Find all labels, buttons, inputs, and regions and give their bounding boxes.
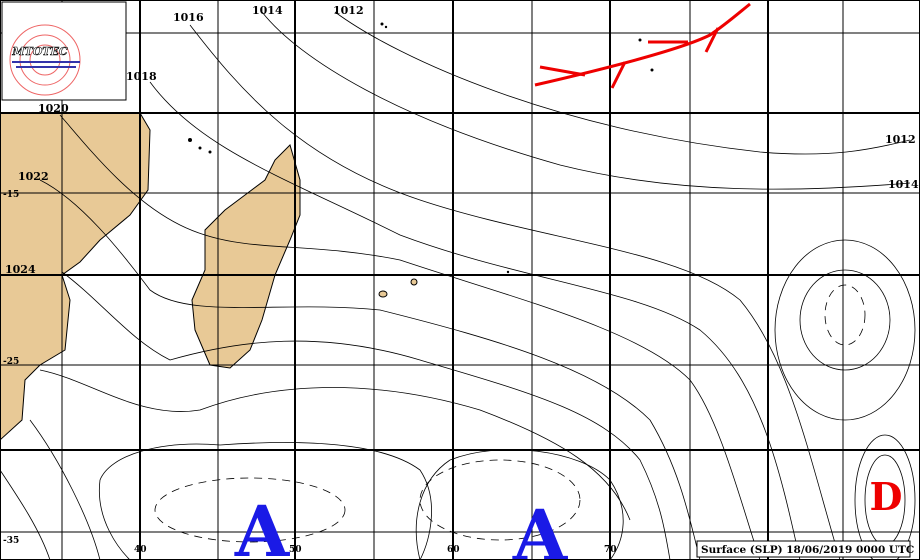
isobar-label: 1022 — [18, 170, 49, 183]
longitude-label: 40 — [134, 545, 147, 555]
longitude-label: 70 — [604, 545, 617, 555]
caption-box — [696, 540, 911, 558]
caption: Surface (SLP) 18/06/2019 0000 UTC — [701, 544, 914, 556]
isobar-label: 1014 — [252, 4, 283, 17]
longitude-label: 60 — [447, 545, 460, 555]
isobar-label: 1012 — [885, 133, 916, 146]
isobar-label: 1014 — [888, 178, 919, 191]
reunion — [378, 290, 388, 298]
front — [534, 2, 751, 89]
islands — [188, 22, 654, 274]
isobar-label: 1016 — [173, 11, 204, 24]
low-center: D — [870, 474, 903, 519]
isobars — [0, 11, 916, 560]
isobar-label: 1012 — [333, 4, 364, 17]
latitude-label: -15 — [3, 190, 19, 200]
high-center: A — [512, 494, 569, 560]
logo-text: MTOTEC — [11, 45, 68, 58]
latitude-label: -25 — [3, 357, 19, 367]
mauritius — [410, 278, 418, 286]
logo: MTOTEC — [1, 1, 127, 101]
isobar-label: 1024 — [5, 263, 36, 276]
longitude-label: 50 — [289, 545, 302, 555]
high-center: A — [234, 490, 291, 560]
isobar-label: 1020 — [38, 102, 69, 115]
isobar-label: 1018 — [126, 70, 157, 83]
latitude-label: -35 — [3, 536, 19, 546]
